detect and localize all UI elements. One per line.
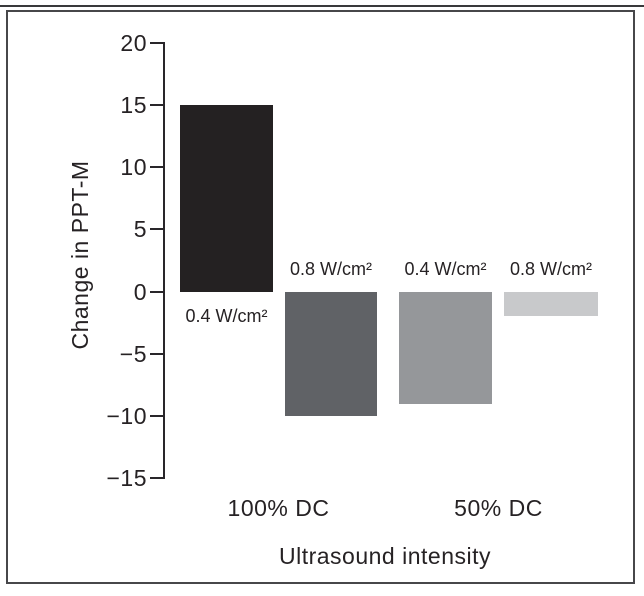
y-tick-label: −5 (119, 340, 147, 367)
y-tick-mark (150, 477, 165, 480)
y-tick-mark (150, 166, 165, 168)
y-tick-label: 5 (133, 216, 147, 243)
bar (504, 291, 598, 317)
bar (180, 104, 273, 292)
y-tick-mark (150, 352, 165, 355)
y-tick-label: 20 (120, 29, 147, 56)
bar (285, 291, 377, 416)
y-tick-mark (150, 290, 165, 293)
y-tick-mark (150, 103, 165, 106)
y-axis-line (163, 42, 165, 479)
y-tick-label: 15 (120, 91, 147, 118)
y-tick-mark (150, 41, 165, 44)
y-tick-label: −15 (106, 465, 147, 492)
y-tick-label: −10 (106, 403, 147, 429)
y-axis-title: Change in PPT-M (67, 160, 93, 350)
x-axis-group-label: 100% DC (227, 495, 330, 521)
x-axis-title: Ultrasound intensity (279, 543, 491, 569)
bar-value-label: 0.8 W/cm² (289, 258, 372, 279)
bar (399, 291, 492, 404)
page-divider-rule (0, 5, 644, 7)
bar-value-label: 0.4 W/cm² (404, 258, 487, 279)
bar-value-label: 0.8 W/cm² (509, 258, 592, 279)
y-tick-label: 0 (133, 278, 147, 305)
x-axis-group-label: 50% DC (454, 495, 543, 521)
y-tick-mark (150, 228, 165, 231)
y-tick-label: 10 (120, 154, 147, 180)
y-tick-mark (150, 415, 165, 417)
bar-value-label: 0.4 W/cm² (185, 305, 268, 326)
